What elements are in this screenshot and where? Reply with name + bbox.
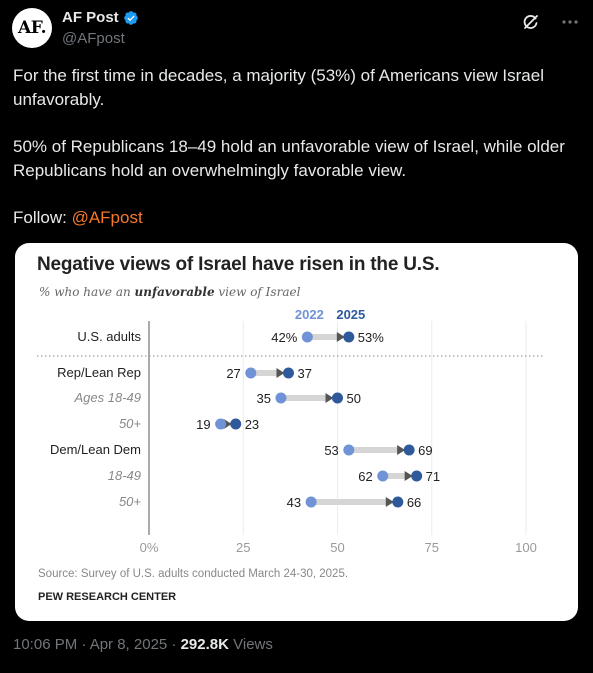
author-handle[interactable]: @AFpost xyxy=(62,30,125,47)
chart-credit: PEW RESEARCH CENTER xyxy=(38,591,176,603)
value-label-2025: 50 xyxy=(347,391,361,406)
dot-2022 xyxy=(343,444,355,456)
chart-subtitle: % who have an unfavorable view of Israel xyxy=(39,285,300,299)
dot-2022 xyxy=(245,367,257,379)
verified-badge-icon xyxy=(123,10,138,25)
row-label: Dem/Lean Dem xyxy=(50,442,141,457)
avatar[interactable]: AF. xyxy=(12,8,52,48)
views-count: 292.8K xyxy=(180,636,229,653)
dot-2022 xyxy=(301,331,313,343)
mention-link[interactable]: @AFpost xyxy=(71,208,143,227)
x-tick-label: 100 xyxy=(515,540,537,555)
dot-plot: 2022 2025 U.S. adults 42% 53% Rep/Lean Rep 27 3… xyxy=(37,307,545,603)
views-label: Views xyxy=(228,636,273,653)
row-label: U.S. adults xyxy=(77,329,141,344)
value-label-2022: 19 xyxy=(196,417,210,432)
dot-2025 xyxy=(411,470,423,482)
tweet-paragraph-1: For the first time in decades, a majorit… xyxy=(13,66,544,109)
value-label-2022: 42% xyxy=(271,330,297,345)
value-label-2025: 69 xyxy=(418,443,432,458)
row-label: 50+ xyxy=(119,416,141,431)
grok-icon[interactable] xyxy=(521,12,541,32)
dot-2025 xyxy=(332,392,343,404)
x-tick-label: 0% xyxy=(140,540,159,555)
legend-2022: 2022 xyxy=(295,307,324,322)
chart-title: Negative views of Israel have risen in t… xyxy=(37,254,440,275)
change-arrow-head xyxy=(325,393,334,403)
dot-2025 xyxy=(403,444,415,456)
dot-2022 xyxy=(275,392,287,404)
value-label-2025: 37 xyxy=(297,366,311,381)
value-label-2025: 71 xyxy=(426,469,440,484)
change-arrow-shaft xyxy=(307,334,339,340)
change-arrow-shaft xyxy=(311,499,388,505)
dot-2022 xyxy=(215,418,227,430)
dot-2025 xyxy=(392,496,404,508)
change-arrow-shaft xyxy=(382,473,407,479)
change-arrow-shaft xyxy=(348,447,400,453)
author-name-text: AF Post xyxy=(62,9,119,26)
value-label-2022: 35 xyxy=(256,391,270,406)
value-label-2025: 66 xyxy=(407,495,421,510)
dot-2022 xyxy=(305,496,317,508)
x-tick-label: 25 xyxy=(236,540,250,555)
row-label: Ages 18-49 xyxy=(74,390,142,405)
subtitle-pre: % who have an xyxy=(39,285,135,299)
tweet-meta: 10:06 PM · Apr 8, 2025 · 292.8K Views xyxy=(13,636,273,653)
chart-image[interactable]: Negative views of Israel have risen in t… xyxy=(15,243,578,621)
dot-2022 xyxy=(377,470,389,482)
dot-2025 xyxy=(230,418,242,430)
tweet-paragraph-2: 50% of Republicans 18–49 hold an unfavor… xyxy=(13,137,565,180)
timestamp[interactable]: 10:06 PM · Apr 8, 2025 · xyxy=(13,636,181,653)
value-label-2022: 53 xyxy=(324,443,338,458)
change-arrow-head xyxy=(223,419,232,429)
value-label-2022: 43 xyxy=(287,495,301,510)
value-label-2022: 27 xyxy=(226,366,240,381)
change-arrow-shaft xyxy=(250,370,279,376)
change-arrow-head xyxy=(276,368,285,378)
value-label-2025: 23 xyxy=(245,417,259,432)
row-label: Rep/Lean Rep xyxy=(57,365,141,380)
dot-2025 xyxy=(282,367,294,379)
tweet-paragraph-3: Follow: @AFpost xyxy=(13,206,583,230)
legend-2025: 2025 xyxy=(336,307,365,322)
dot-2025 xyxy=(343,331,355,343)
x-tick-label: 75 xyxy=(425,540,439,555)
change-arrow-head xyxy=(385,497,394,507)
change-arrow-shaft xyxy=(280,395,328,401)
author-name[interactable]: AF Post xyxy=(62,9,139,26)
change-arrow-head xyxy=(397,445,406,455)
avatar-text: AF. xyxy=(18,18,46,38)
tweet-text: For the first time in decades, a majorit… xyxy=(13,64,583,230)
change-arrow-head xyxy=(336,332,345,342)
row-label: 50+ xyxy=(119,494,141,509)
more-options-icon[interactable] xyxy=(561,13,579,31)
chart-source: Source: Survey of U.S. adults conducted … xyxy=(38,568,348,580)
row-label: 18-49 xyxy=(108,468,141,483)
follow-prefix: Follow: xyxy=(13,208,72,227)
subtitle-bold: unfavorable xyxy=(134,285,215,299)
value-label-2022: 62 xyxy=(358,469,372,484)
change-arrow-head xyxy=(404,471,413,481)
x-tick-label: 50 xyxy=(330,540,344,555)
subtitle-post: view of Israel xyxy=(214,285,301,299)
value-label-2025: 53% xyxy=(358,330,384,345)
